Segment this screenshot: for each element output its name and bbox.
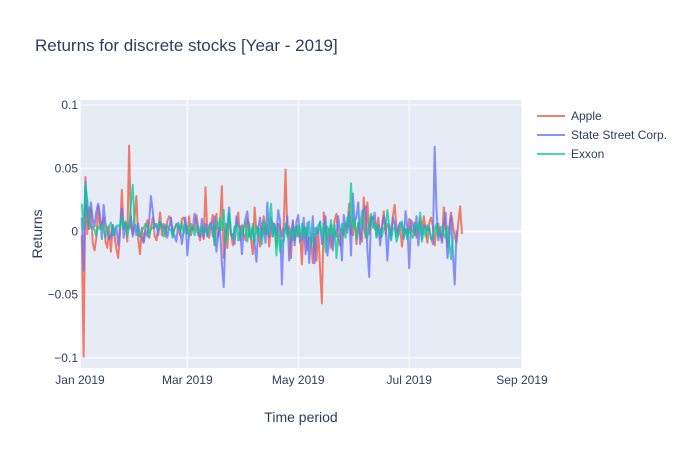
legend-label: State Street Corp.: [571, 128, 667, 142]
series-lines: [80, 144, 463, 358]
x-axis-title: Time period: [264, 409, 337, 425]
series-line-exxon: [80, 182, 454, 261]
y-tick-label: −0.05: [48, 288, 79, 302]
x-tick-label: Jan 2019: [55, 373, 105, 387]
grid-lines: [79, 100, 523, 368]
legend-label: Exxon: [571, 147, 604, 161]
x-tick-label: Mar 2019: [162, 373, 213, 387]
y-axis-title: Returns: [29, 209, 45, 258]
legend-item[interactable]: Exxon: [537, 147, 604, 161]
y-tick-label: −0.1: [54, 351, 78, 365]
tick-labels: Jan 2019 Mar 2019 May 2019 Jul 2019 Sep 2019…: [48, 98, 548, 387]
legend-item[interactable]: State Street Corp.: [537, 128, 667, 142]
x-tick-label: May 2019: [272, 373, 325, 387]
y-tick-label: 0: [71, 224, 78, 238]
series-line-state-street-corp: [80, 145, 458, 289]
y-tick-label: 0.1: [61, 98, 78, 112]
legend: Apple State Street Corp. Exxon: [537, 109, 667, 161]
x-tick-label: Jul 2019: [387, 373, 433, 387]
chart-title: Returns for discrete stocks [Year - 2019…: [35, 36, 338, 55]
y-tick-label: 0.05: [55, 161, 79, 175]
legend-item[interactable]: Apple: [537, 109, 602, 123]
x-tick-label: Sep 2019: [496, 373, 548, 387]
legend-label: Apple: [571, 109, 602, 123]
